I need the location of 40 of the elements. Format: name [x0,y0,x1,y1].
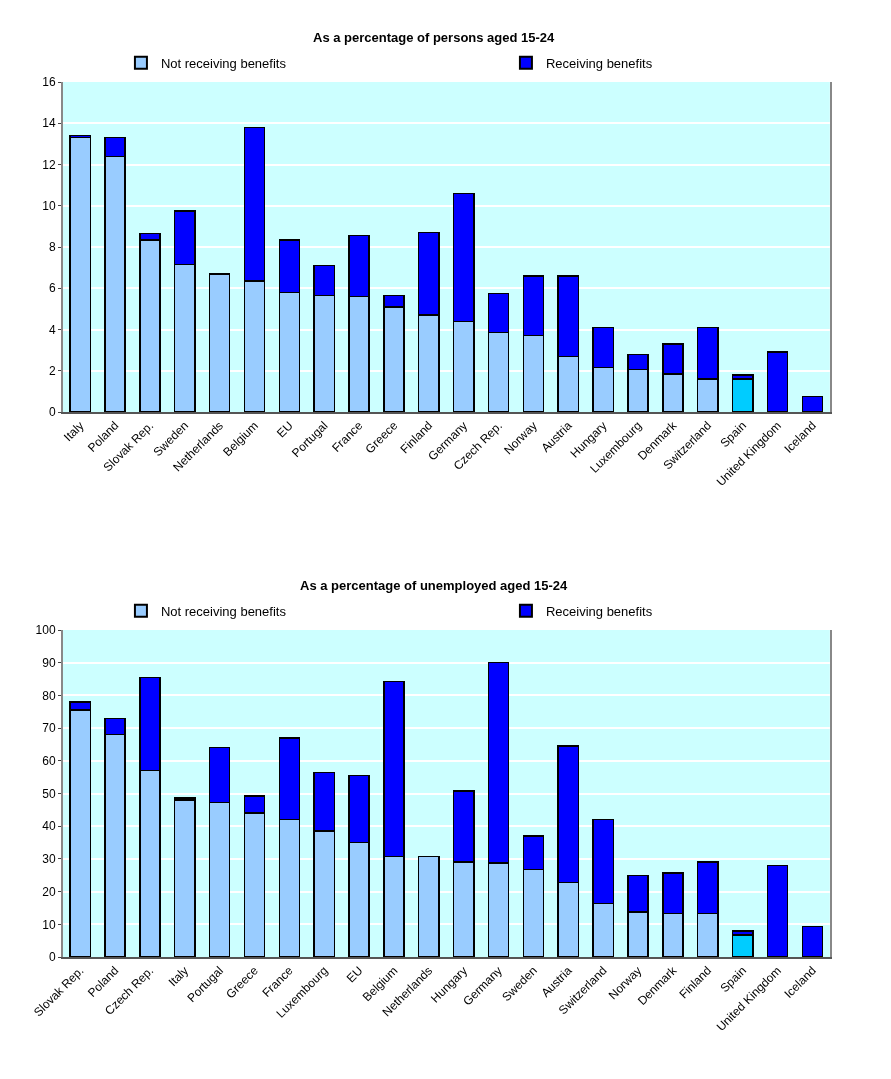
y-tick-label: 2 [48,363,56,378]
bar [766,351,789,412]
x-tick-label: EU [274,418,296,441]
y-tick-label: 60 [42,754,56,768]
y-tick-label: 40 [42,819,56,834]
legend-label: Receiving benefits [545,55,653,71]
x-tick-label: Italy [61,418,87,445]
y-tick-label: 30 [42,852,56,867]
bar [766,864,789,957]
y-tick-label: 10 [42,198,56,213]
y-tick-label: 14 [42,116,56,131]
bar [173,799,196,957]
legend-label: Not receiving benefits [160,603,287,619]
y-tick-label: 0 [48,950,56,965]
bar [801,395,824,412]
bar [69,136,92,412]
legend-label: Receiving benefits [545,603,653,619]
chart-title: As a percentage of persons aged 15-24 [313,30,556,45]
chart-title: As a percentage of unemployed aged 15-24 [300,578,569,593]
y-tick-label: 16 [42,75,56,90]
y-tick-label: 80 [42,688,56,703]
y-tick-label: 90 [42,655,56,670]
y-tick-label: 10 [42,917,56,932]
bar [801,925,824,957]
y-tick-label: 70 [42,721,56,736]
x-tick-label: EU [343,963,366,986]
y-tick-label: 8 [48,240,56,255]
legend-label: Not receiving benefits [160,55,287,71]
y-tick-label: 100 [35,623,56,638]
bar [731,378,754,412]
y-tick-label: 20 [42,884,56,899]
x-tick-label: Italy [165,963,192,990]
y-tick-label: 4 [48,322,56,337]
bar [208,273,231,412]
y-tick-label: 0 [48,405,56,420]
bar [731,934,754,957]
y-tick-label: 6 [48,281,56,296]
bar [417,855,440,957]
y-tick-label: 12 [42,157,56,172]
y-tick-label: 50 [42,786,56,801]
